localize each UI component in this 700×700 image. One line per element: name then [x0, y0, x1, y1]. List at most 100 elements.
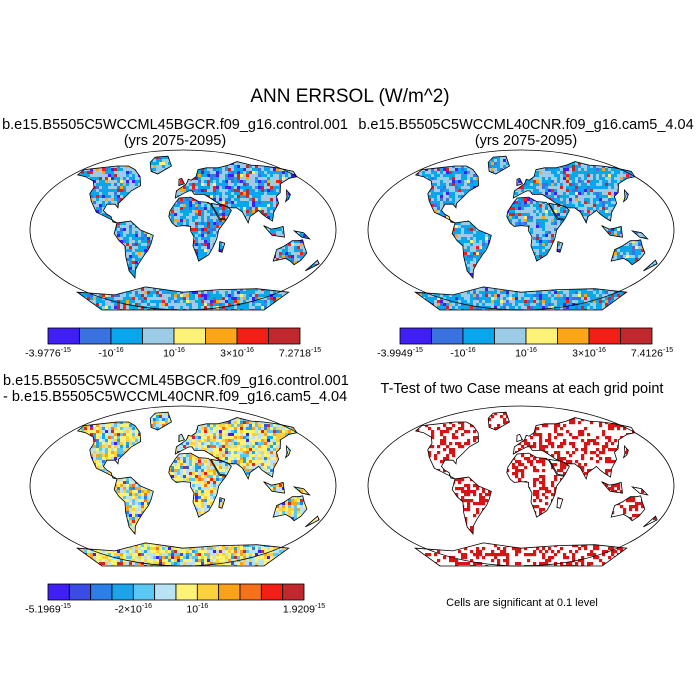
- colorbar-tick-label: 3×10-16: [220, 347, 254, 360]
- coastline: [601, 481, 623, 494]
- colorbar-box: [154, 583, 177, 601]
- colorbar-case1: [47, 327, 301, 345]
- colorbar-box: [525, 327, 558, 345]
- map-panel-difference: [29, 405, 337, 567]
- colorbar-box: [239, 583, 262, 601]
- coastline: [210, 458, 232, 476]
- map-background: [368, 406, 674, 566]
- map-panel-case1: [29, 149, 337, 311]
- coastline: [174, 417, 298, 480]
- coastline: [174, 161, 298, 224]
- colorbar-tick-label: 10-16: [515, 347, 537, 360]
- coastline: [512, 417, 636, 480]
- coastline: [218, 241, 226, 253]
- colorbar-box: [260, 583, 284, 601]
- map-border: [29, 405, 337, 567]
- coastline: [272, 239, 308, 266]
- map-border: [367, 405, 675, 567]
- coastline: [272, 495, 308, 522]
- colorbar-box: [142, 327, 175, 345]
- coastline: [414, 421, 480, 480]
- colorbar-tick-label: 7.4126-15: [630, 347, 674, 360]
- coastline: [178, 177, 185, 187]
- coastline: [643, 259, 658, 272]
- colorbar-tick-label: 1.9209-15: [282, 603, 326, 616]
- map-border: [367, 149, 675, 311]
- colorbar-box: [47, 327, 80, 345]
- colorbar-box: [282, 583, 305, 601]
- colorbar-tick-label: -10-16: [450, 347, 476, 360]
- coastline: [451, 220, 492, 280]
- colorbar-box: [494, 327, 527, 345]
- coastline: [305, 259, 320, 272]
- colorbar-tick-label: -3.9776-15: [25, 347, 71, 360]
- colorbar-tick-label: -2×10-16: [114, 603, 152, 616]
- coastline: [556, 497, 564, 509]
- colorbar-box: [218, 583, 241, 601]
- colorbar-box: [588, 327, 621, 345]
- colorbar-tick-label: 10-16: [163, 347, 185, 360]
- colorbar-box: [90, 583, 113, 601]
- panel3-subtitle: - b.e15.B5505C5WCCML40CNR.f09_g16.cam5_4…: [3, 389, 348, 405]
- significance-note: Cells are significant at 0.1 level: [446, 597, 598, 609]
- coastline: [218, 497, 226, 509]
- coastline: [149, 155, 172, 175]
- coastline: [284, 188, 291, 203]
- colorbar-box: [462, 327, 495, 345]
- colorbar-box: [268, 327, 301, 345]
- coastline: [548, 202, 570, 220]
- coastline: [263, 225, 285, 238]
- coastline: [414, 165, 480, 224]
- coastline: [556, 241, 564, 253]
- coastline: [548, 458, 570, 476]
- colorbar-tick-label: 10-16: [186, 603, 209, 616]
- coastline: [76, 165, 142, 224]
- coastline: [178, 433, 185, 443]
- colorbar-tick-label: -5.1969-15: [25, 603, 71, 616]
- coastline: [630, 230, 649, 240]
- coastline: [506, 196, 565, 262]
- coastline: [113, 476, 154, 536]
- colorbar-box: [620, 327, 653, 345]
- colorbar-box: [399, 327, 432, 345]
- coastline: [610, 495, 646, 522]
- colorbar-box: [79, 327, 112, 345]
- coastline: [622, 444, 629, 459]
- coastline: [487, 411, 510, 431]
- colorbar-box: [173, 327, 206, 345]
- colorbar-box: [431, 327, 464, 345]
- coastline: [168, 452, 227, 518]
- coastline: [610, 239, 646, 266]
- coastline: [451, 476, 492, 536]
- map-panel-case2: [367, 149, 675, 311]
- coastline: [168, 196, 227, 262]
- colorbar-box: [111, 583, 134, 601]
- figure-title: ANN ERRSOL (W/m^2): [250, 86, 450, 107]
- colorbar-box: [68, 583, 92, 601]
- map-border: [29, 149, 337, 311]
- coastline: [643, 515, 658, 528]
- colorbar-box: [47, 583, 70, 601]
- coastline: [622, 188, 629, 203]
- coastline: [292, 230, 311, 240]
- colorbar-box: [175, 583, 198, 601]
- colorbar-tick-label: -10-16: [98, 347, 124, 360]
- coastline: [506, 452, 565, 518]
- panel2-title: b.e15.B5505C5WCCML40CNR.f09_g16.cam5_4.0…: [358, 117, 694, 133]
- coastline: [305, 515, 320, 528]
- colorbar-tick-label: -3.9949-15: [377, 347, 423, 360]
- coastline: [113, 220, 154, 280]
- colorbar-box: [205, 327, 238, 345]
- coastline: [292, 486, 311, 496]
- colorbar-box: [132, 583, 156, 601]
- coastline: [210, 202, 232, 220]
- colorbar-case2: [399, 327, 653, 345]
- colorbar-box: [557, 327, 590, 345]
- panel2-subtitle: (yrs 2075-2095): [474, 133, 578, 149]
- coastline: [516, 177, 523, 187]
- colorbar-box: [110, 327, 143, 345]
- colorbar-box: [236, 327, 269, 345]
- coastline: [601, 225, 623, 238]
- panel1-title: b.e15.B5505C5WCCML45BGCR.f09_g16.control…: [2, 117, 348, 133]
- map-panel-ttest: [367, 405, 675, 567]
